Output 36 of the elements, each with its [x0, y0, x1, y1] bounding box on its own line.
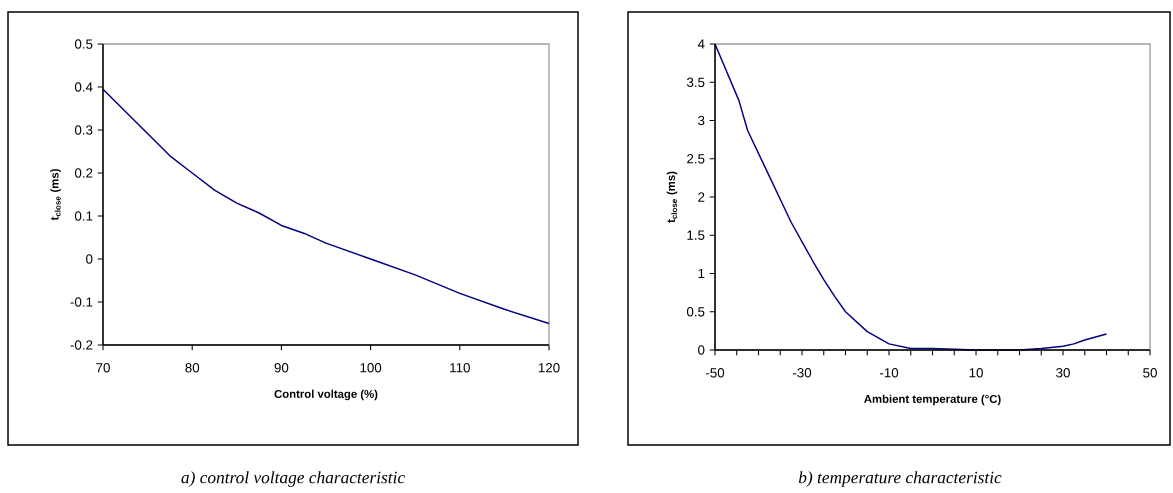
x-axis-title: Control voltage (%)	[274, 389, 378, 401]
y-tick-label: -0.1	[70, 297, 93, 307]
y-tick-label: 0	[86, 254, 93, 264]
text: a) control voltage characteristic	[181, 471, 405, 487]
y-tick-label: 2.5	[687, 154, 705, 164]
x-tick-label: 10	[969, 368, 983, 378]
x-tick-label: 80	[185, 363, 200, 373]
x-tick-label: 70	[96, 363, 110, 373]
y-tick-label: 0.5	[686, 307, 705, 317]
y-tick-label: 1.5	[687, 230, 705, 240]
x-tick-label: -10	[879, 368, 899, 378]
y-tick-label: 4	[697, 39, 705, 49]
x-tick-label: 100	[360, 363, 382, 373]
y-tick-label: 0.2	[74, 168, 93, 178]
y-tick-label: 0.5	[74, 39, 93, 49]
y-axis-title: t$_{close}$ (ms)	[666, 171, 678, 223]
x-tick-label: 30	[1056, 368, 1070, 378]
x-tick-label: -30	[792, 368, 812, 378]
line-series	[102, 88, 550, 325]
y-tick-label: 3	[698, 115, 705, 126]
x-tick-label: 120	[538, 363, 560, 373]
x-tick-label: 110	[450, 363, 470, 373]
y-tick-label: 0	[698, 345, 705, 355]
x-tick-label: -50	[705, 368, 725, 378]
y-axis-title: t$_{close}$ (ms)	[50, 169, 61, 221]
x-tick-label: 90	[274, 363, 289, 373]
x-tick-label: 50	[1143, 368, 1157, 378]
y-tick-label: 1	[698, 268, 705, 279]
y-tick-label: -0.2	[70, 340, 93, 350]
text: b) temperature characteristic	[798, 471, 1002, 487]
y-tick-label: 0.3	[74, 125, 93, 135]
y-tick-label: 3.5	[686, 77, 705, 87]
x-axis-title: Ambient temperature (°C)	[864, 394, 1001, 406]
y-tick-label: 0.4	[74, 82, 93, 92]
y-tick-label: 2	[698, 192, 705, 202]
y-tick-label: 0.1	[74, 211, 93, 221]
